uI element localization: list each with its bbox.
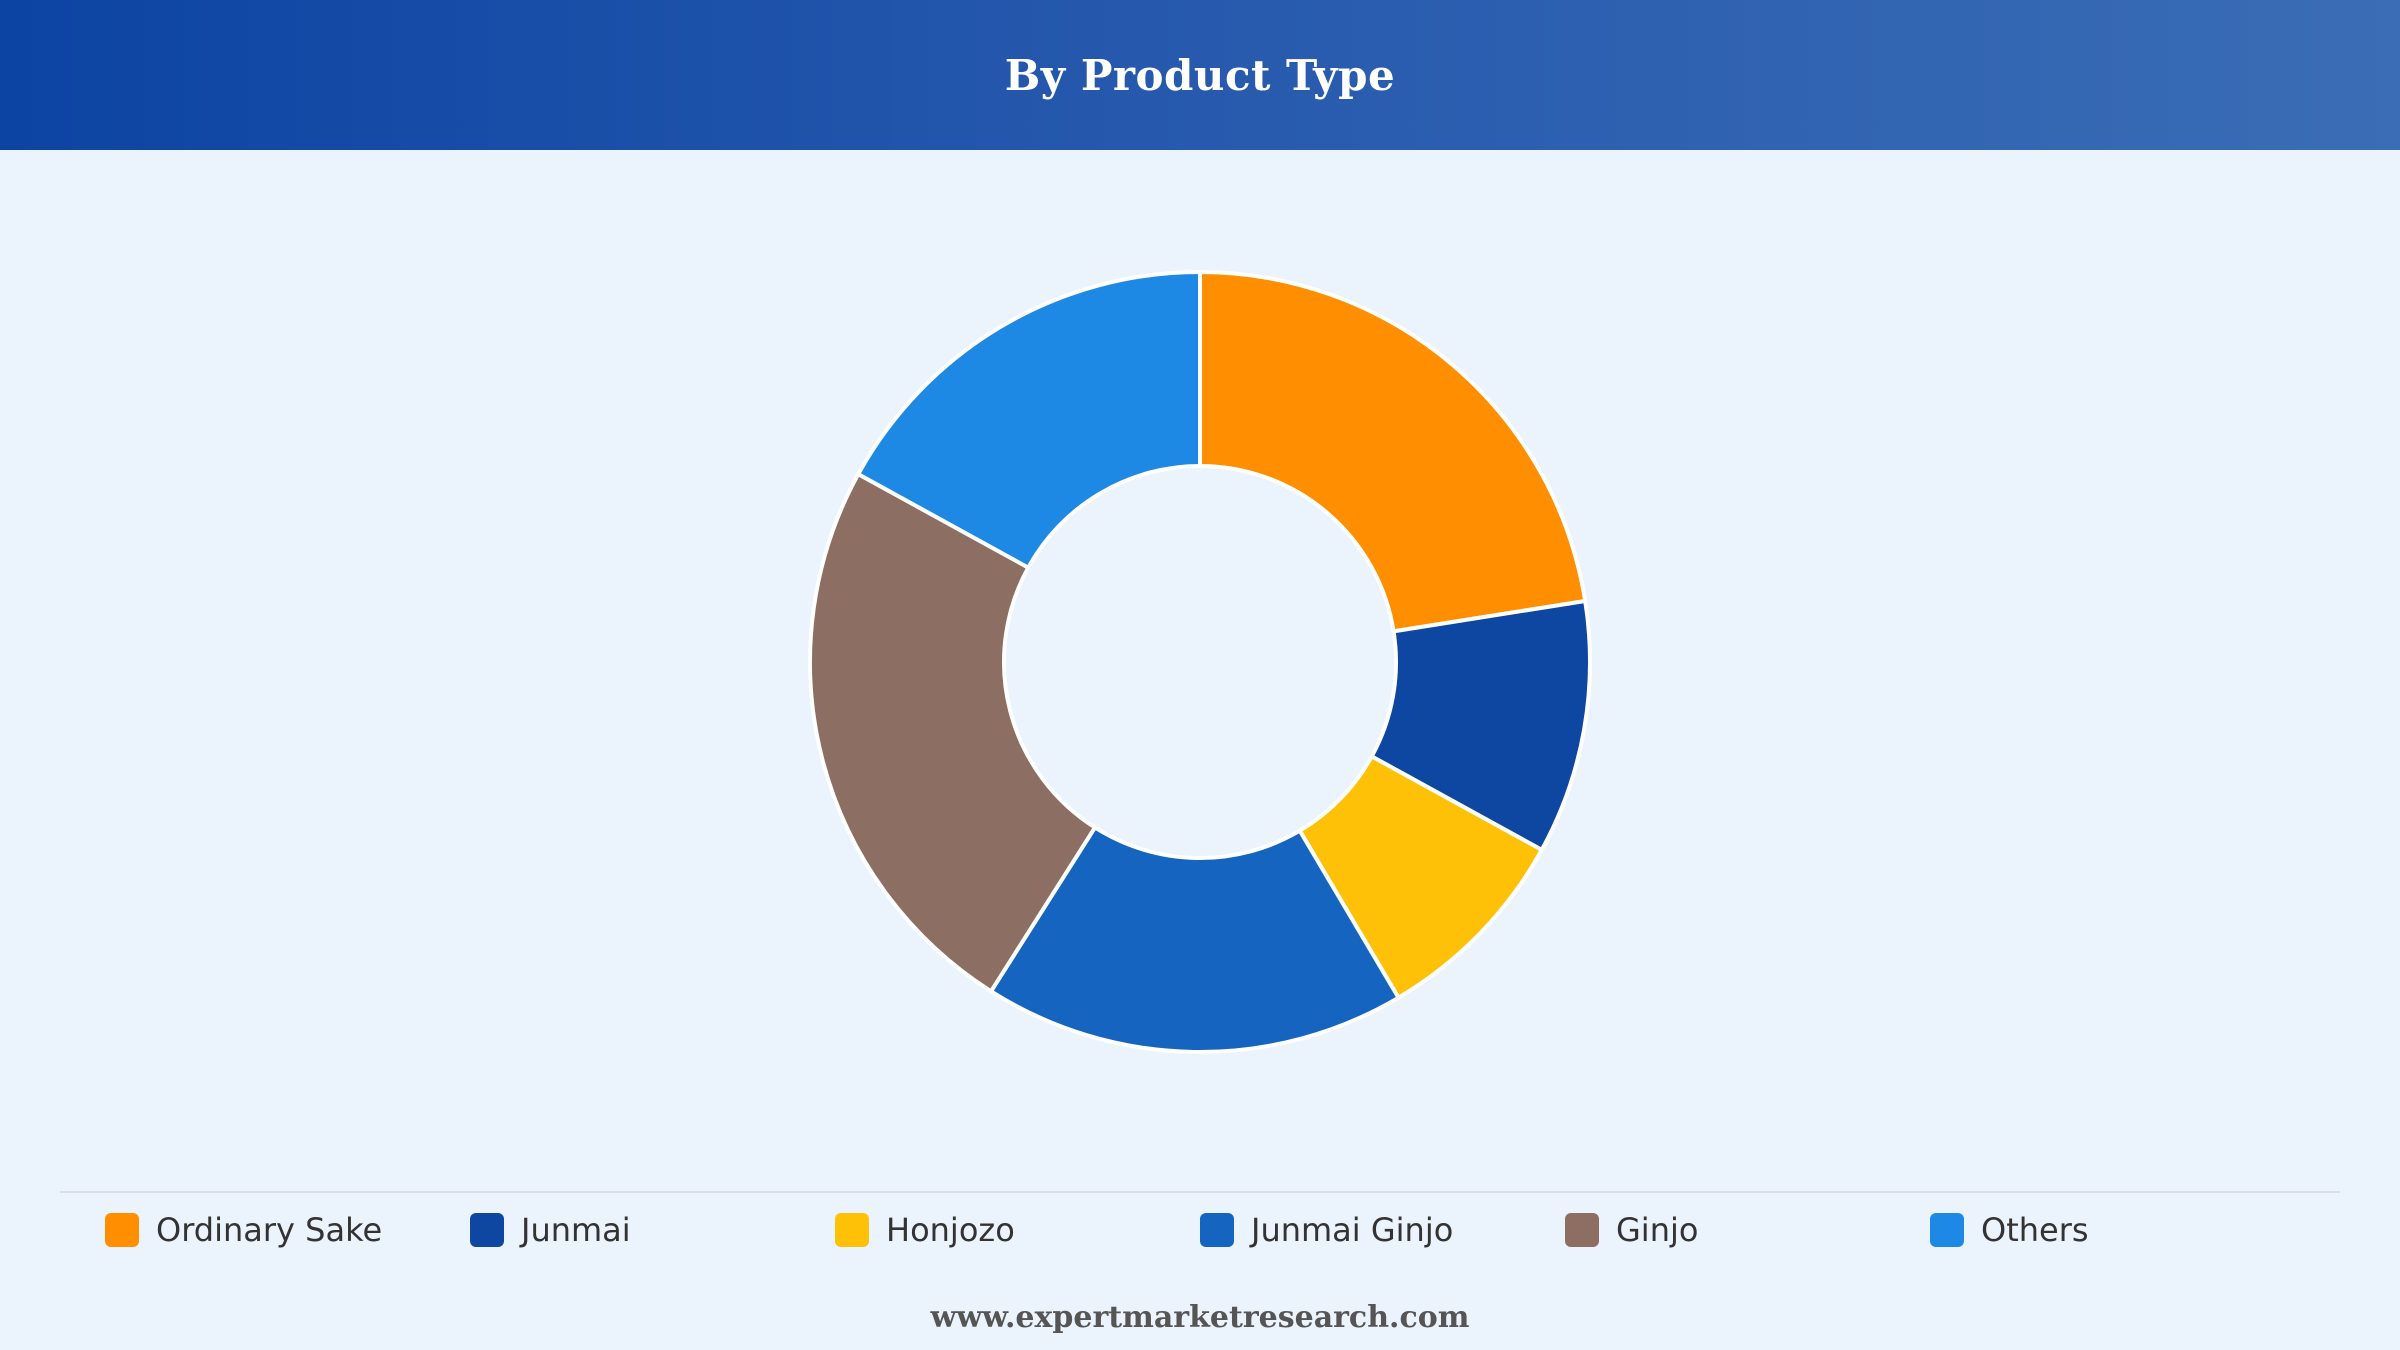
- legend-divider: [60, 1191, 2340, 1193]
- legend-swatch: [835, 1213, 869, 1247]
- legend-swatch: [1200, 1213, 1234, 1247]
- slice-junmai-ginjo: [988, 824, 1402, 1054]
- legend: Ordinary Sake Junmai Honjozo Junmai Ginjo Gi…: [105, 1210, 2355, 1250]
- slice-others: [855, 269, 1202, 571]
- slice-ginjo: [808, 471, 1098, 995]
- legend-item-ordinary-sake: Ordinary Sake: [105, 1210, 382, 1250]
- legend-swatch: [1930, 1213, 1964, 1247]
- legend-item-junmai-ginjo: Junmai Ginjo: [1200, 1210, 1453, 1250]
- legend-label: Others: [1981, 1211, 2089, 1249]
- legend-item-junmai: Junmai: [470, 1210, 631, 1250]
- legend-swatch: [1565, 1213, 1599, 1247]
- legend-label: Junmai: [521, 1211, 631, 1249]
- legend-label: Ginjo: [1616, 1211, 1699, 1249]
- legend-swatch: [105, 1213, 139, 1247]
- legend-swatch: [470, 1213, 504, 1247]
- legend-label: Honjozo: [886, 1211, 1015, 1249]
- page-title: By Product Type: [1004, 50, 1396, 100]
- legend-label: Junmai Ginjo: [1251, 1211, 1454, 1249]
- legend-label: Ordinary Sake: [156, 1211, 383, 1249]
- legend-item-honjozo: Honjozo: [835, 1210, 1015, 1250]
- header-bar: By Product Type: [0, 0, 2400, 150]
- source-footer: www.expertmarketresearch.com: [930, 1300, 1470, 1335]
- donut-slices: [808, 269, 1592, 1054]
- legend-item-ginjo: Ginjo: [1565, 1210, 1698, 1250]
- donut-chart: [808, 269, 1592, 1054]
- slice-ordinary-sake: [1198, 269, 1588, 634]
- legend-item-others: Others: [1930, 1210, 2089, 1250]
